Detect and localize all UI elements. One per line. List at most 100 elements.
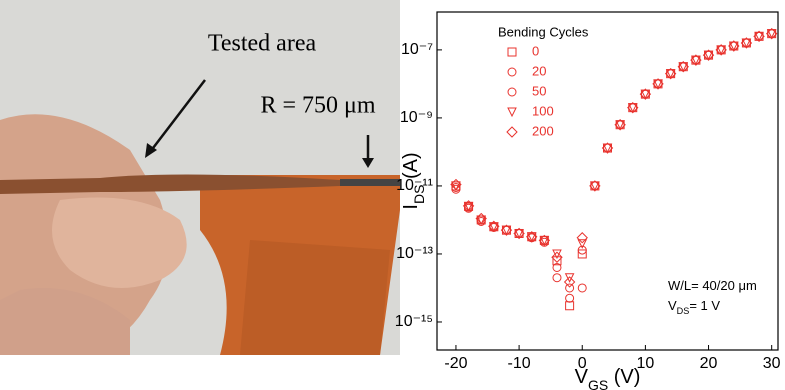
data-point — [615, 120, 625, 130]
legend-label: 0 — [532, 43, 539, 58]
legend-marker — [507, 47, 517, 57]
data-point — [462, 200, 475, 212]
label-part: (V) — [608, 366, 640, 388]
legend-title: Bending Cycles — [498, 24, 589, 39]
legend-marker — [507, 67, 517, 77]
label-part: V — [668, 298, 677, 313]
x-tick-label: -10 — [508, 355, 531, 372]
data-point — [577, 249, 587, 259]
label-part: = 1 V — [689, 298, 720, 313]
label-part: DS — [411, 185, 427, 204]
plot-frame — [436, 11, 779, 351]
legend-marker — [506, 126, 518, 138]
data-point — [576, 232, 588, 244]
data-point — [564, 273, 575, 283]
data-point — [538, 234, 551, 247]
data-point — [678, 62, 689, 72]
data-point — [627, 101, 639, 114]
x-tick-label: 10 — [636, 355, 654, 372]
legend-label: 200 — [532, 123, 554, 138]
data-point — [577, 239, 588, 249]
data-point — [677, 61, 689, 73]
data-point — [501, 225, 512, 236]
y-tick-label: 10⁻⁹ — [400, 109, 433, 126]
data-point — [451, 181, 461, 192]
arrow-head — [362, 158, 374, 168]
data-point — [463, 201, 474, 212]
thumb — [52, 197, 187, 288]
label-part: DS — [677, 306, 690, 316]
x-tick-label: 20 — [700, 355, 718, 372]
data-point — [500, 224, 513, 236]
axis-label: IDS (A) — [400, 152, 426, 209]
arrow — [149, 79, 206, 153]
data-point — [513, 227, 525, 240]
axis-label: VGS (V) — [575, 366, 641, 390]
data-point — [627, 103, 638, 113]
film-fold — [240, 240, 390, 355]
x-tick-label: 30 — [763, 355, 781, 372]
data-point — [489, 222, 499, 232]
y-tick-label: 10⁻⁷ — [401, 41, 433, 58]
x-tick-label: 0 — [578, 355, 587, 372]
rod — [340, 179, 400, 186]
photo-label: R = 750 μm — [260, 93, 375, 119]
legend-label: 100 — [532, 103, 554, 118]
data-point — [639, 88, 652, 100]
data-point — [601, 142, 614, 154]
data-point — [602, 143, 613, 154]
y-tick-label: 10⁻¹⁵ — [395, 313, 433, 330]
label-part: GS — [588, 377, 608, 390]
data-point — [552, 273, 562, 283]
data-point — [665, 69, 676, 79]
data-point — [741, 38, 752, 49]
data-point — [526, 232, 537, 242]
data-point — [552, 262, 562, 272]
legend-label: 50 — [532, 83, 546, 98]
legend-label: 20 — [532, 63, 546, 78]
data-point — [690, 54, 702, 66]
data-point — [514, 228, 524, 239]
photo: Tested area R = 750 μm — [0, 0, 400, 356]
data-point — [476, 215, 487, 226]
data-point — [565, 283, 575, 293]
legend-marker — [507, 107, 517, 118]
data-point — [754, 31, 764, 42]
data-point — [716, 45, 726, 56]
data-point — [652, 78, 664, 90]
data-point — [740, 37, 753, 49]
chart: -20 -10 0 10 20 30 10⁻¹⁵ 10⁻¹³ 10⁻¹¹ 10⁻⁹ 10⁻⁷ VGS … — [395, 11, 781, 390]
data-point — [577, 283, 587, 293]
data-point — [475, 212, 487, 225]
arrow-head — [145, 143, 157, 158]
data-point — [451, 182, 461, 192]
data-point — [551, 251, 563, 263]
data-point — [590, 181, 600, 192]
data-point — [450, 178, 462, 191]
data-point — [539, 235, 550, 246]
data-point — [552, 256, 562, 266]
data-point — [766, 29, 777, 39]
label-part: W/L= 40/20 μm — [668, 278, 757, 293]
y-tick-label: 10⁻¹³ — [396, 245, 434, 262]
data-point — [703, 50, 714, 61]
data-point — [488, 220, 500, 233]
finger — [0, 288, 130, 355]
axis-label: W/L= 40/20 μm — [668, 278, 757, 293]
data-point — [565, 293, 575, 303]
data-point — [702, 49, 715, 61]
data-point — [577, 245, 587, 255]
label-part: I — [400, 204, 422, 210]
axis-label: VDS= 1 V — [668, 298, 720, 316]
label-part: (A) — [400, 152, 422, 184]
legend-marker — [507, 87, 517, 97]
data-point — [563, 276, 576, 288]
data-point — [640, 89, 651, 100]
data-point — [653, 79, 663, 90]
y-tick-label: 10⁻¹¹ — [396, 177, 433, 194]
data-point — [691, 55, 701, 66]
photo-label: Tested area — [208, 31, 317, 57]
data-point — [728, 40, 740, 52]
data-point — [753, 30, 765, 43]
